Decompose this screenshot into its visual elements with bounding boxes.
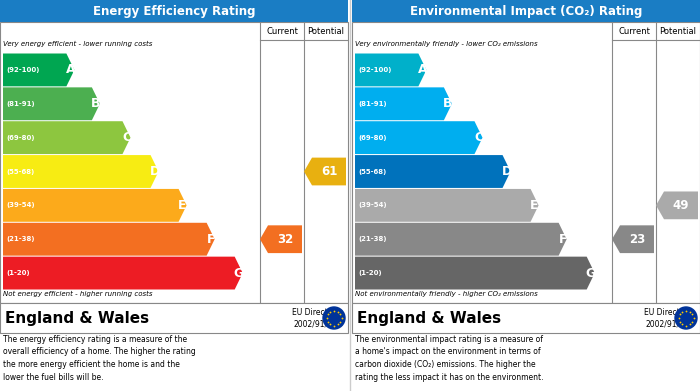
Bar xyxy=(0,303,348,333)
Text: (81-91): (81-91) xyxy=(6,101,34,107)
Text: (39-54): (39-54) xyxy=(358,203,386,208)
Text: (39-54): (39-54) xyxy=(6,203,34,208)
Text: Potential: Potential xyxy=(307,27,344,36)
Polygon shape xyxy=(355,87,452,120)
Polygon shape xyxy=(3,155,158,188)
Bar xyxy=(352,0,700,22)
Text: Very environmentally friendly - lower CO₂ emissions: Very environmentally friendly - lower CO… xyxy=(355,41,538,47)
Bar xyxy=(0,22,348,303)
Text: Potential: Potential xyxy=(659,27,696,36)
Text: (92-100): (92-100) xyxy=(6,67,39,73)
Text: G: G xyxy=(586,267,596,280)
Text: (81-91): (81-91) xyxy=(358,101,386,107)
Text: F: F xyxy=(559,233,567,246)
Text: The energy efficiency rating is a measure of the
overall efficiency of a home. T: The energy efficiency rating is a measur… xyxy=(3,335,196,382)
Polygon shape xyxy=(355,54,426,86)
Polygon shape xyxy=(3,54,74,86)
Polygon shape xyxy=(355,256,595,289)
Text: 23: 23 xyxy=(629,233,645,246)
Text: EU Directive
2002/91/EC: EU Directive 2002/91/EC xyxy=(645,308,692,328)
Text: EU Directive
2002/91/EC: EU Directive 2002/91/EC xyxy=(293,308,340,328)
Polygon shape xyxy=(3,189,187,222)
Text: England & Wales: England & Wales xyxy=(5,310,149,325)
Text: (55-68): (55-68) xyxy=(358,169,386,174)
Text: (21-38): (21-38) xyxy=(6,236,34,242)
Polygon shape xyxy=(304,158,346,185)
Text: (69-80): (69-80) xyxy=(6,135,34,141)
Polygon shape xyxy=(612,225,654,253)
Text: Environmental Impact (CO₂) Rating: Environmental Impact (CO₂) Rating xyxy=(410,5,642,18)
Text: Current: Current xyxy=(618,27,650,36)
Text: D: D xyxy=(501,165,512,178)
Bar xyxy=(352,22,700,303)
Bar xyxy=(0,0,348,22)
Polygon shape xyxy=(3,223,215,256)
Text: England & Wales: England & Wales xyxy=(357,310,501,325)
Polygon shape xyxy=(3,121,130,154)
Text: (92-100): (92-100) xyxy=(358,67,391,73)
Text: A: A xyxy=(66,63,75,76)
Text: D: D xyxy=(149,165,160,178)
Bar xyxy=(352,303,700,333)
Text: 61: 61 xyxy=(321,165,337,178)
Text: (1-20): (1-20) xyxy=(358,270,382,276)
Polygon shape xyxy=(260,225,302,253)
Text: 49: 49 xyxy=(673,199,690,212)
Polygon shape xyxy=(3,87,100,120)
Text: Not energy efficient - higher running costs: Not energy efficient - higher running co… xyxy=(3,291,153,297)
Text: Not environmentally friendly - higher CO₂ emissions: Not environmentally friendly - higher CO… xyxy=(355,291,538,297)
Polygon shape xyxy=(656,192,698,219)
Text: G: G xyxy=(234,267,244,280)
Text: Energy Efficiency Rating: Energy Efficiency Rating xyxy=(92,5,256,18)
Text: E: E xyxy=(531,199,539,212)
Text: F: F xyxy=(206,233,215,246)
Text: C: C xyxy=(474,131,483,144)
Circle shape xyxy=(323,307,345,329)
Text: (21-38): (21-38) xyxy=(358,236,386,242)
Text: (69-80): (69-80) xyxy=(358,135,386,141)
Text: Very energy efficient - lower running costs: Very energy efficient - lower running co… xyxy=(3,41,153,47)
Text: Current: Current xyxy=(266,27,298,36)
Polygon shape xyxy=(3,256,243,289)
Text: B: B xyxy=(443,97,453,110)
Text: The environmental impact rating is a measure of
a home's impact on the environme: The environmental impact rating is a mea… xyxy=(355,335,543,382)
Polygon shape xyxy=(355,121,482,154)
Polygon shape xyxy=(355,223,567,256)
Text: C: C xyxy=(122,131,131,144)
Text: A: A xyxy=(418,63,427,76)
Text: E: E xyxy=(178,199,187,212)
Circle shape xyxy=(675,307,697,329)
Text: 32: 32 xyxy=(277,233,293,246)
Polygon shape xyxy=(355,155,510,188)
Polygon shape xyxy=(355,189,538,222)
Text: (55-68): (55-68) xyxy=(6,169,34,174)
Text: B: B xyxy=(91,97,101,110)
Text: (1-20): (1-20) xyxy=(6,270,29,276)
